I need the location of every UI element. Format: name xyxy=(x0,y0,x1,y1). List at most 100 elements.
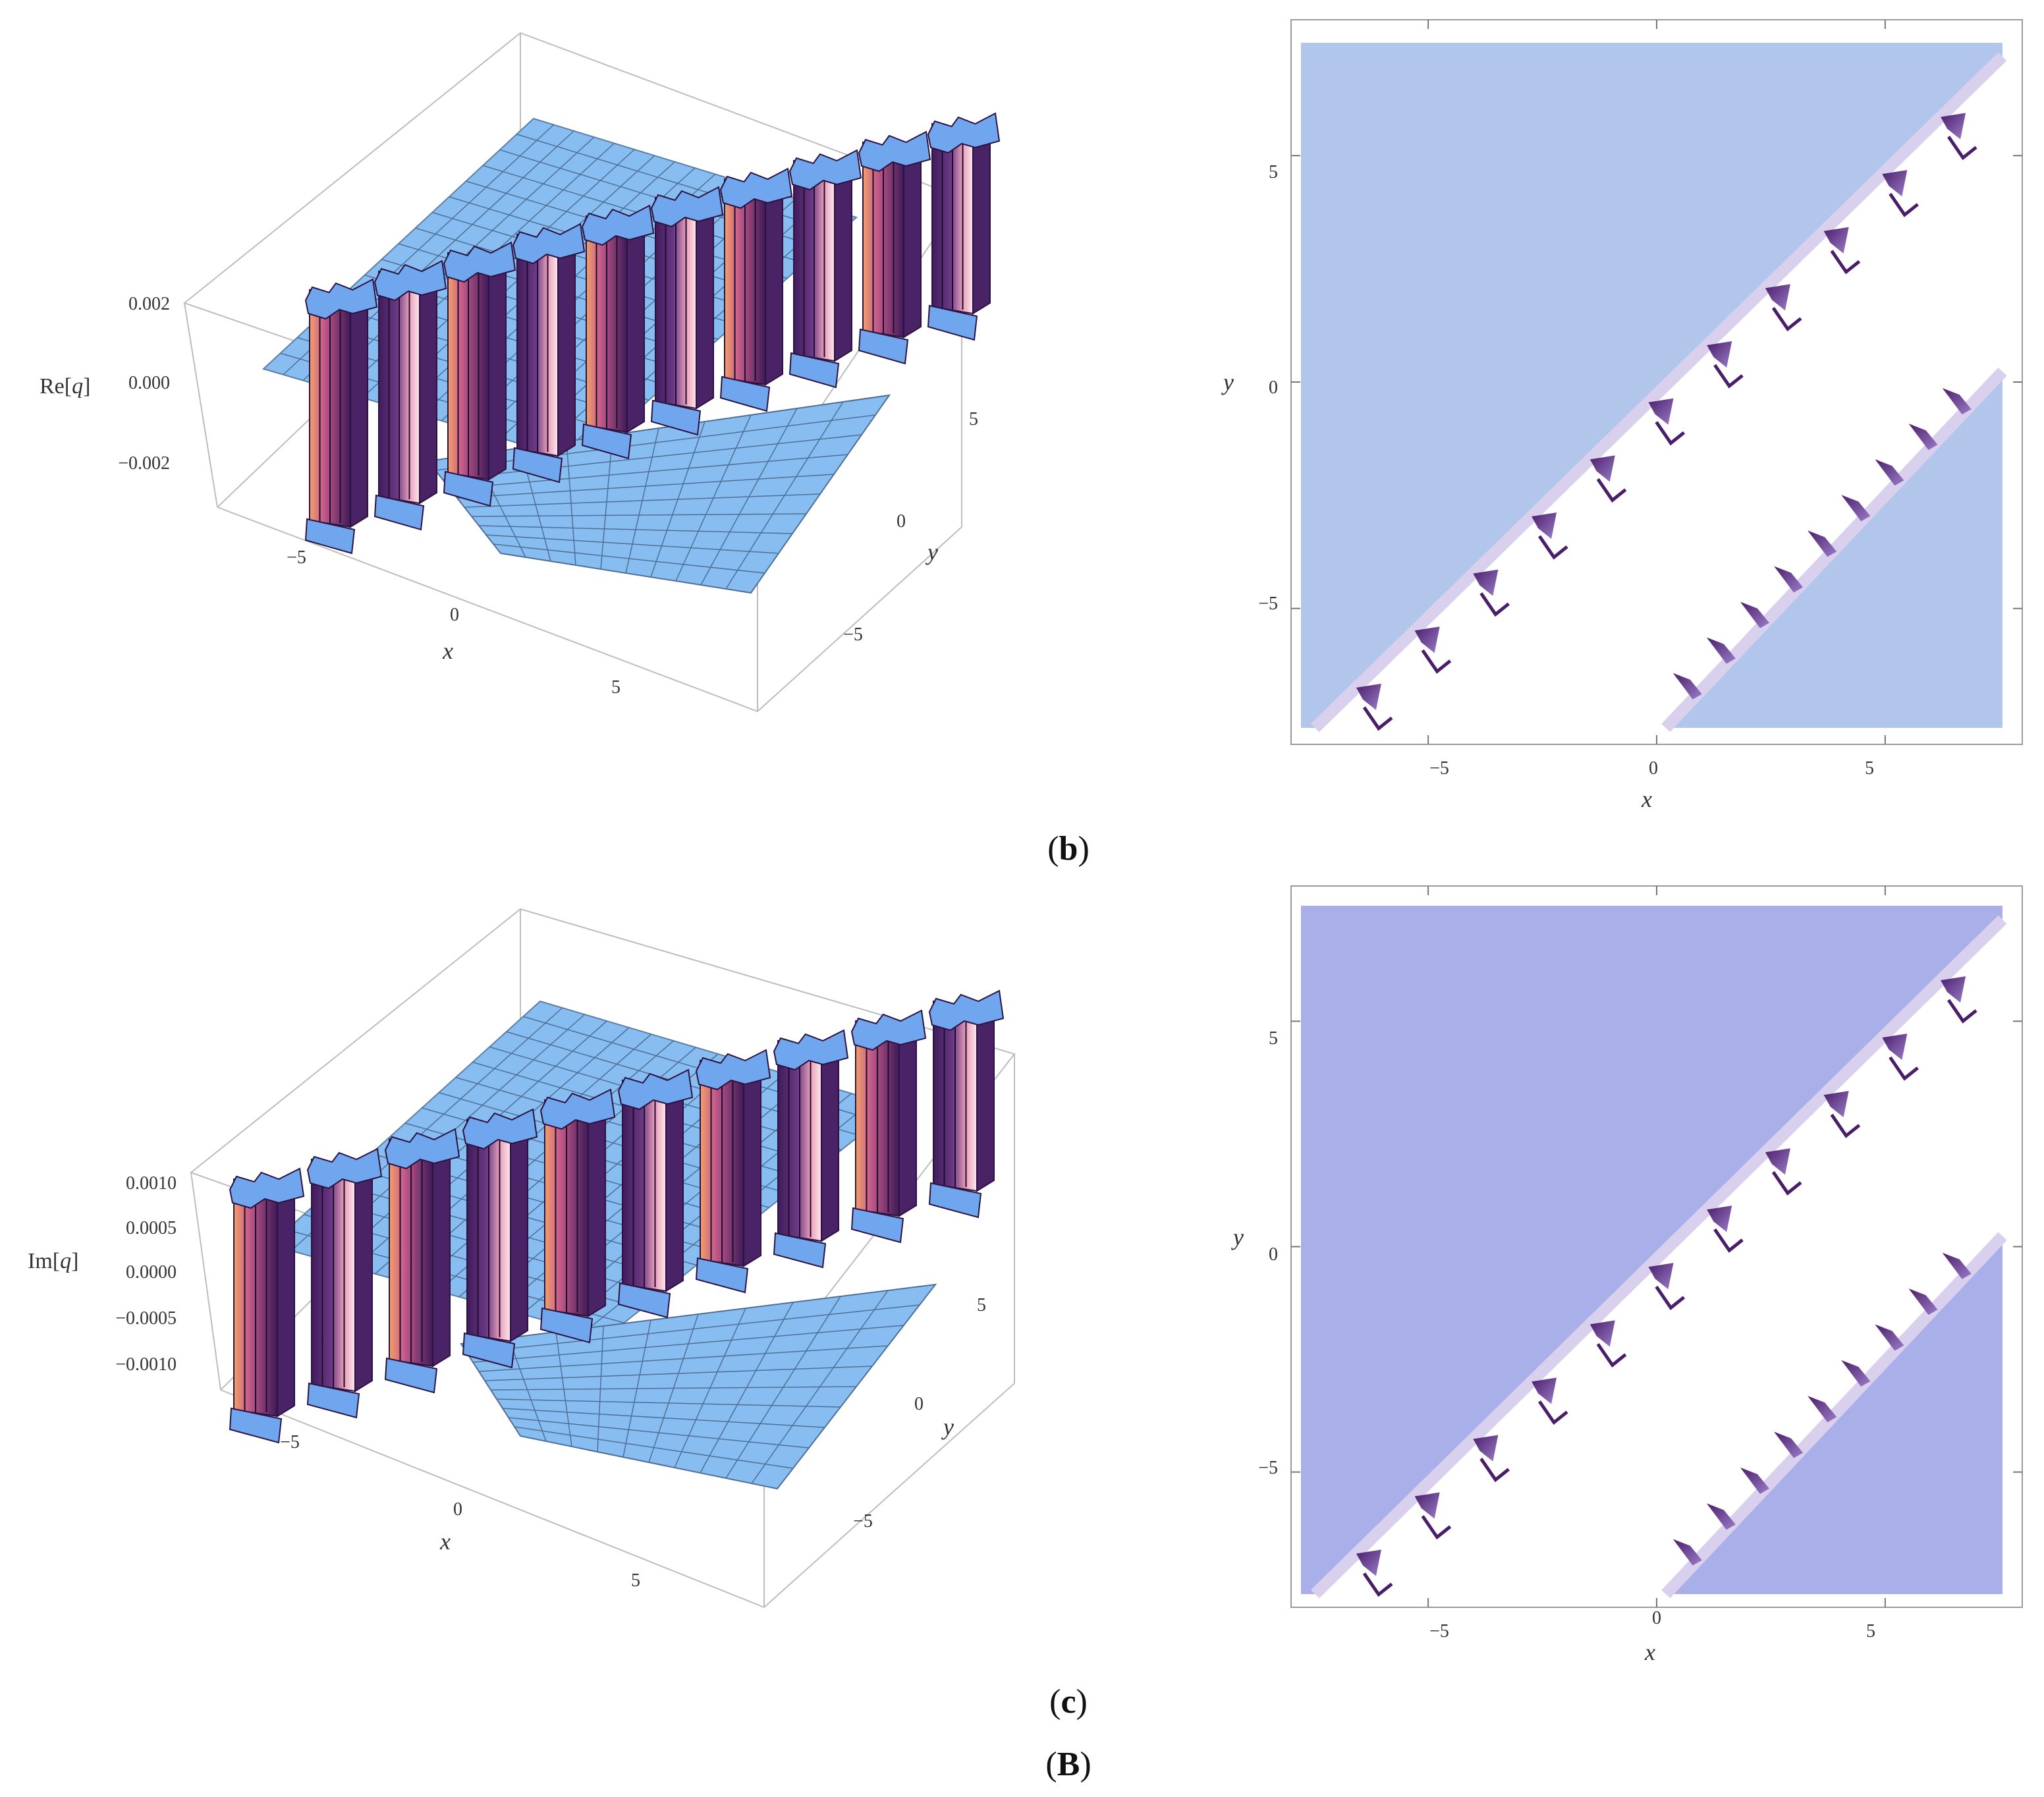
band-hook xyxy=(1362,706,1393,731)
density-plot-re xyxy=(1290,19,2023,745)
y-axis-label: y xyxy=(925,539,938,565)
band-hook xyxy=(1479,1458,1510,1483)
band-notch xyxy=(1414,626,1440,653)
band-notch xyxy=(1823,227,1849,254)
wall-side xyxy=(277,1175,295,1418)
x-tick: 0 xyxy=(1649,758,1658,779)
z-tick: −0.0010 xyxy=(115,1354,177,1375)
y-axis-label: y xyxy=(1221,369,1234,395)
mesh-line xyxy=(514,1426,794,1469)
band-notch xyxy=(1356,1549,1381,1576)
wall-side xyxy=(765,175,783,386)
mesh-line xyxy=(485,534,779,554)
mesh-line xyxy=(502,1408,825,1428)
band-hook xyxy=(1830,1113,1861,1138)
wall-cap xyxy=(650,186,724,228)
x-tick: 5 xyxy=(1865,758,1874,779)
wall-cap xyxy=(304,278,378,320)
wall-cap xyxy=(462,1108,538,1150)
x-axis-label: x xyxy=(442,638,453,664)
x-axis-label: x xyxy=(1641,786,1652,812)
band-notch xyxy=(1707,1205,1732,1232)
axis-labels-im: 0.0010 0.0005 0.0000 −0.0005 −0.0010 Im[… xyxy=(28,1173,986,1591)
y-tick: 5 xyxy=(1269,162,1278,182)
x-tick: −5 xyxy=(1429,758,1449,779)
band-notch xyxy=(1808,530,1837,557)
band-hook xyxy=(1421,649,1452,674)
band-hook xyxy=(1655,421,1686,446)
x-tick: −5 xyxy=(287,547,306,568)
band-notch xyxy=(1740,1467,1769,1494)
band-notch xyxy=(1942,1252,1972,1279)
mesh-line xyxy=(516,134,839,233)
band-notch xyxy=(1941,113,1966,140)
band-hook xyxy=(1889,1056,1919,1081)
mesh-line xyxy=(493,543,765,574)
mesh-line xyxy=(478,525,793,534)
wall-foot xyxy=(695,1257,749,1294)
x-tick: 5 xyxy=(631,1570,640,1591)
band-notch xyxy=(1672,1539,1702,1566)
wall-foot xyxy=(443,470,494,507)
surface-plot-re xyxy=(182,32,1001,713)
x-axis-label: x xyxy=(439,1528,451,1555)
band-edge-glow xyxy=(1311,52,2007,733)
wall-foot xyxy=(788,352,840,389)
wall-foot xyxy=(304,518,356,555)
band-notch xyxy=(1774,566,1804,593)
band-hook xyxy=(1538,1400,1568,1425)
band-notch xyxy=(1882,170,1908,197)
band-notch xyxy=(1356,683,1381,710)
band-hook xyxy=(1655,1285,1686,1310)
wall-side xyxy=(626,212,645,433)
band-notch xyxy=(1706,1503,1736,1530)
wall-foot xyxy=(927,304,978,341)
band-notch xyxy=(1941,976,1966,1003)
y-tick: 0 xyxy=(897,511,906,532)
band-hook xyxy=(1830,250,1861,275)
wall-foot xyxy=(512,447,563,484)
wall-side xyxy=(903,138,922,339)
mesh-line xyxy=(471,513,807,517)
z-tick: 0.0005 xyxy=(126,1218,177,1238)
band-notch xyxy=(1841,1360,1871,1387)
wall-cap xyxy=(539,1088,616,1130)
band-notch xyxy=(1672,673,1702,700)
x-tick: 0 xyxy=(450,605,459,625)
band-notch xyxy=(1942,388,1972,415)
y-tick: 5 xyxy=(969,409,978,429)
band-hook xyxy=(1947,136,1977,161)
surface-walls xyxy=(229,989,1005,1444)
band-notch xyxy=(1765,1148,1790,1175)
mesh-line xyxy=(464,493,821,508)
band-hook xyxy=(1713,1228,1744,1253)
z-tick: 0.000 xyxy=(128,373,170,393)
wall-cap xyxy=(788,149,862,191)
band-notch xyxy=(1908,1288,1938,1315)
y-tick: 5 xyxy=(977,1295,986,1315)
wall-side xyxy=(354,1155,373,1393)
band-hook xyxy=(1479,592,1510,617)
x-tick: 0 xyxy=(453,1499,462,1520)
wall-foot xyxy=(229,1407,283,1444)
wall-cap xyxy=(928,989,1005,1032)
wall-side xyxy=(665,1076,684,1292)
wall-foot xyxy=(384,1357,438,1394)
mesh-line xyxy=(650,421,705,578)
wall-cap xyxy=(443,241,516,283)
band-notch xyxy=(1589,1320,1615,1347)
wall-foot xyxy=(650,399,702,436)
y-tick: −5 xyxy=(1258,594,1278,614)
wall-side xyxy=(350,286,368,528)
panel-labels: (b) (c) (B) xyxy=(1045,830,1091,1783)
band-notch xyxy=(1706,637,1736,664)
wall-cap xyxy=(384,1128,460,1170)
wall-side xyxy=(834,157,852,362)
mesh-line xyxy=(700,1302,794,1474)
mesh-line xyxy=(751,1290,889,1484)
band-hook xyxy=(1421,1515,1452,1540)
density-ticks xyxy=(1291,886,2022,1607)
band-hook xyxy=(1771,1171,1802,1196)
mesh-line xyxy=(490,1386,857,1391)
wall-cap xyxy=(858,130,931,173)
